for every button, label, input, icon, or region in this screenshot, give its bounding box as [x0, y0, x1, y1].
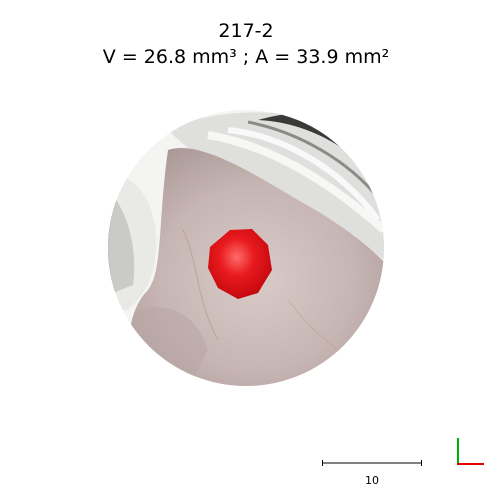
scale-bar-label: 10 [365, 474, 379, 487]
lesion-segmentation [208, 229, 272, 299]
orientation-axes-icon [457, 438, 484, 465]
scale-bar [322, 460, 422, 466]
volume-area-readout: V = 26.8 mm³ ; A = 33.9 mm² [102, 46, 390, 68]
image-title: 217-2 [218, 20, 274, 42]
mouse-skin-photo [108, 110, 384, 386]
